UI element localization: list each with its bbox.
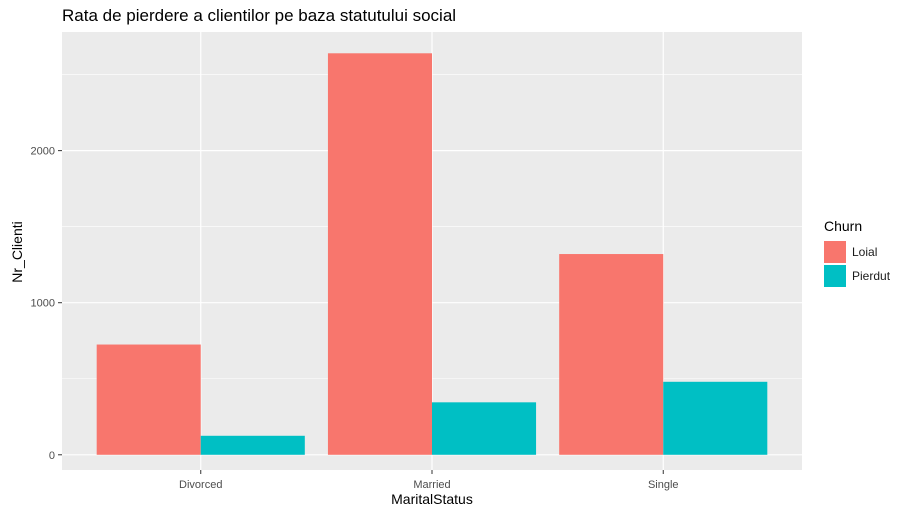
legend-item-loial: Loial [824,240,890,264]
x-tick-label: Married [413,479,450,491]
x-tick-label: Divorced [179,479,222,491]
legend-title: Churn [824,218,863,234]
y-axis-label: Nr_Clienti [9,221,25,283]
bar-pierdut-divorced [200,435,305,455]
legend-label-loial: Loial [852,245,878,259]
y-tick-label: 0 [49,450,55,462]
legend-label-pierdut: Pierdut [852,269,891,283]
legend-swatch-loial [824,241,846,263]
legend: Churn Loial Pierdut [824,218,890,288]
bar-pierdut-single [663,381,768,455]
bars [96,53,768,455]
x-axis: Divorced Married Single [179,470,679,491]
x-tick-label: Single [648,479,679,491]
bar-loial-married [327,53,432,455]
legend-item-pierdut: Pierdut [824,264,890,288]
y-tick-label: 1000 [31,298,55,310]
y-tick-label: 2000 [31,146,55,158]
chart-title: Rata de pierdere a clientilor pe baza st… [62,6,457,25]
bar-loial-divorced [96,344,201,455]
bar-pierdut-married [432,402,537,455]
bar-loial-single [559,254,664,455]
legend-swatch-pierdut [824,265,846,287]
x-axis-label: MaritalStatus [391,491,473,507]
y-axis: 0 1000 2000 [31,146,62,462]
